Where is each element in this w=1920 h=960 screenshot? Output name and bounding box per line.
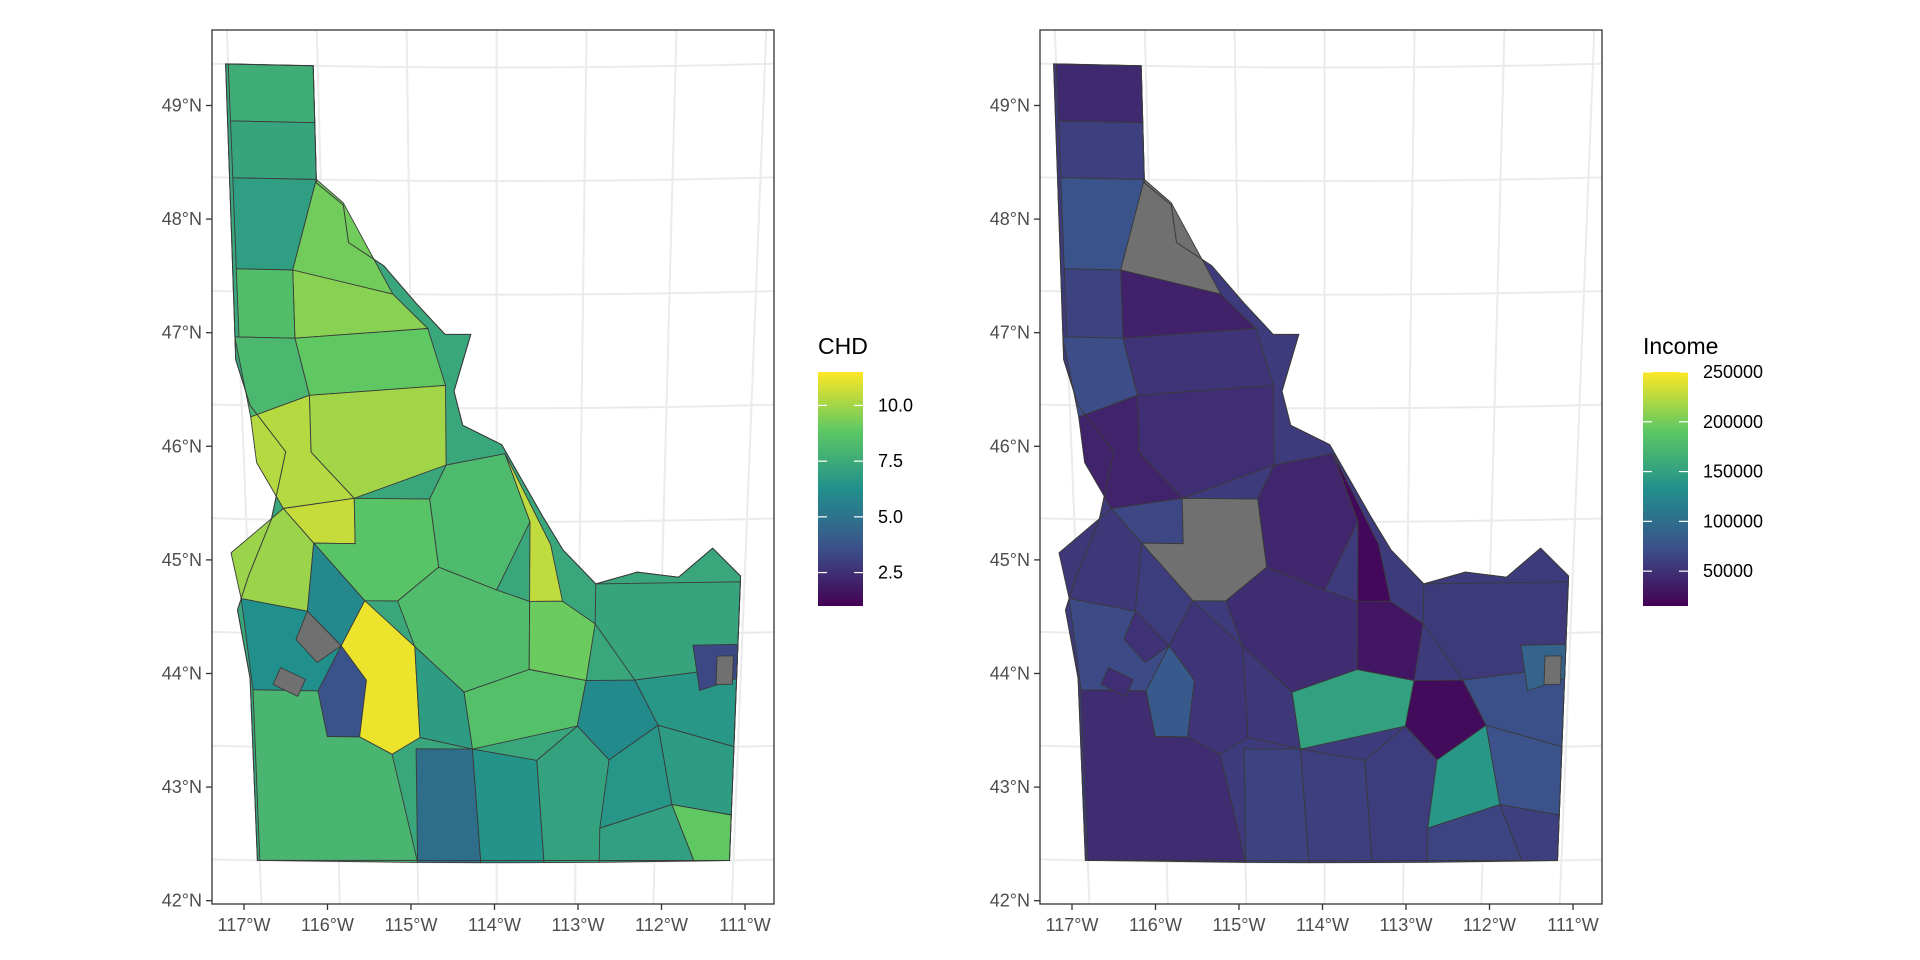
chd-legend: CHD 2.5 5.0 7.5 10.0 — [818, 333, 913, 606]
graticule-parallel — [212, 62, 774, 69]
graticule-parallel — [212, 403, 774, 410]
graticule-parallel — [212, 289, 774, 296]
lon-tick-label: 117°W — [218, 915, 271, 935]
region-missing-2 — [272, 667, 306, 697]
lat-tick-label: 45°N — [162, 550, 202, 570]
lat-tick-label: 49°N — [162, 95, 202, 115]
legend-break-label: 5.0 — [878, 507, 903, 527]
lon-tick-label: 111°W — [719, 915, 771, 935]
legend-title: Income — [1643, 333, 1718, 359]
region-twin-falls — [415, 748, 482, 864]
graticule-meridian — [1558, 30, 1596, 904]
graticule-parallel — [212, 176, 774, 183]
region-missing-2 — [1100, 667, 1134, 697]
region-clearwater-county — [1122, 328, 1274, 396]
legend-break-label: 250000 — [1703, 362, 1763, 382]
lon-tick-label: 116°W — [301, 915, 354, 935]
chd-map-panel: 49°N 48°N 47°N 46°N 45°N 44°N 43°N 42°N 117°W 116… — [162, 29, 775, 935]
graticule-parallel — [1040, 403, 1602, 410]
map-area — [1040, 30, 1602, 904]
region-missing-1 — [295, 610, 342, 663]
lon-tick-label: 112°W — [635, 915, 688, 935]
lon-tick-label: 114°W — [468, 915, 521, 935]
region-missing-1 — [1123, 610, 1170, 663]
lat-tick-label: 48°N — [990, 209, 1030, 229]
legend-break-label: 100000 — [1703, 511, 1763, 531]
income-legend: Income 50000 100000 150000 200000 250000 — [1643, 333, 1763, 606]
legend-colorbar — [1643, 372, 1688, 606]
region-benewah-latah — [235, 268, 296, 339]
lat-tick-label: 44°N — [990, 663, 1030, 683]
lon-tick-label: 116°W — [1129, 915, 1182, 935]
region-twin-falls — [1243, 748, 1310, 864]
region-benewah-latah — [1063, 268, 1124, 339]
graticule-meridian — [730, 30, 768, 904]
lat-tick-label: 49°N — [990, 95, 1030, 115]
lat-tick-label: 46°N — [990, 436, 1030, 456]
lon-tick-label: 111°W — [1547, 915, 1599, 935]
panel-border — [1039, 29, 1603, 905]
graticule-parallel — [1040, 62, 1602, 69]
lat-tick-label: 47°N — [162, 323, 202, 343]
legend-break-label: 200000 — [1703, 412, 1763, 432]
graticule-parallel — [1040, 289, 1602, 296]
legend-break-label: 50000 — [1703, 561, 1753, 581]
legend-break-label: 2.5 — [878, 563, 903, 583]
lat-tick-label: 42°N — [990, 891, 1030, 911]
lat-tick-label: 47°N — [990, 323, 1030, 343]
lat-tick-label: 43°N — [990, 777, 1030, 797]
lat-tick-label: 46°N — [162, 436, 202, 456]
lon-tick-label: 115°W — [1213, 915, 1266, 935]
legend-title: CHD — [818, 333, 868, 359]
lon-tick-label: 115°W — [385, 915, 438, 935]
region-boundary-county — [227, 63, 316, 124]
region-missing-3 — [715, 655, 734, 686]
region-missing-3 — [1543, 655, 1562, 686]
region-boundary-county — [1055, 63, 1144, 124]
income-map-panel: 49°N 48°N 47°N 46°N 45°N 44°N 43°N 42°N 117°W 116… — [990, 29, 1603, 935]
region-cassia-west — [1300, 748, 1373, 864]
lon-tick-label: 117°W — [1046, 915, 1099, 935]
region-clearwater-county — [294, 328, 446, 396]
legend-break-label: 10.0 — [878, 395, 913, 415]
panel-border — [211, 29, 775, 905]
lon-tick-label: 112°W — [1463, 915, 1516, 935]
legend-colorbar — [818, 372, 863, 606]
region-valley-county — [1141, 497, 1268, 602]
region-cassia-west — [472, 748, 545, 864]
lat-tick-label: 48°N — [162, 209, 202, 229]
legend-break-label: 7.5 — [878, 451, 903, 471]
lat-tick-label: 44°N — [162, 663, 202, 683]
lon-tick-label: 114°W — [1296, 915, 1349, 935]
region-bonner-county — [230, 120, 317, 180]
legend-break-label: 150000 — [1703, 462, 1763, 482]
lon-tick-label: 113°W — [1380, 915, 1433, 935]
region-valley-county — [313, 497, 440, 602]
map-area — [212, 30, 774, 904]
state-outline — [225, 63, 742, 862]
lon-tick-label: 113°W — [552, 915, 605, 935]
lat-tick-label: 45°N — [990, 550, 1030, 570]
state-outline — [1053, 63, 1570, 862]
lat-tick-label: 43°N — [162, 777, 202, 797]
graticule-parallel — [1040, 176, 1602, 183]
region-bonner-county — [1058, 120, 1145, 180]
lat-tick-label: 42°N — [162, 891, 202, 911]
